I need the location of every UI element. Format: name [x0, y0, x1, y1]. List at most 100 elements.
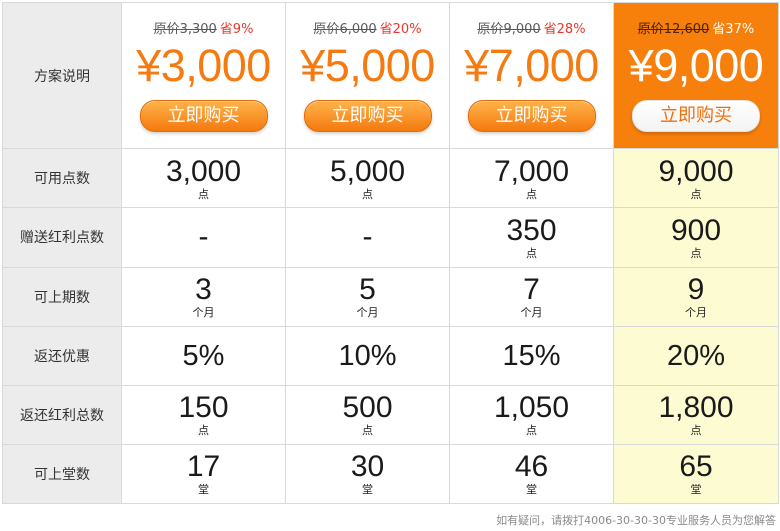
original-price-line: 原价6,000 省20% [286, 22, 449, 38]
table-cell: 150 点 [121, 384, 286, 445]
pricing-table: 方案说明 原价3,300 省9% ¥3,000 立即购买 原价6,000 省20% ¥5,0… [2, 1, 779, 505]
cell-unit: 堂 [198, 483, 209, 497]
table-cell: 500 点 [285, 384, 450, 445]
original-price-value: 6,000 [339, 21, 377, 37]
table-cell: 15% [449, 325, 614, 386]
cell-value: 30 [350, 450, 385, 484]
cell-unit: 点 [198, 187, 209, 201]
plan-price: ¥7,000 [464, 39, 599, 91]
cell-value: 15% [502, 339, 561, 372]
cell-value: 17 [186, 450, 221, 484]
table-cell: 1,800 点 [613, 384, 779, 445]
cell-value: 10% [338, 339, 397, 372]
row-label: 可上期数 [2, 266, 122, 327]
cell-value: 5,000 [329, 154, 406, 188]
table-cell: 3 个月 [121, 266, 286, 327]
cell-unit: 点 [690, 424, 702, 438]
cell-unit: 点 [526, 424, 537, 438]
cell-value: 5 [359, 273, 376, 307]
cell-value: 1,050 [493, 391, 570, 425]
row-label: 返还红利总数 [2, 384, 122, 445]
table-cell: 30 堂 [285, 443, 450, 505]
cell-value: 500 [342, 391, 393, 425]
cell-unit: 点 [526, 246, 537, 260]
footer-note: 如有疑问，请拨打4006-30-30-30专业服务人员为您解答 [496, 514, 776, 527]
table-cell: 1,050 点 [449, 384, 614, 445]
table-cell: 350 点 [449, 207, 614, 268]
original-price-line: 原价9,000 省28% [450, 22, 613, 38]
row-label: 可上堂数 [2, 443, 122, 505]
cell-value: 7 [523, 273, 540, 307]
buy-now-button[interactable]: 立即购买 [303, 99, 432, 132]
table-cell: 5,000 点 [285, 148, 450, 209]
original-price: 原价3,300 [154, 22, 217, 37]
feature-row: 可上堂数 17 堂 30 堂 46 堂 65 堂 [2, 443, 779, 505]
cell-value: 3 [195, 273, 212, 307]
cell-unit: 点 [362, 424, 373, 438]
feature-row: 赠送红利点数 - -350 点 900 点 [2, 207, 779, 268]
table-cell: 10% [285, 325, 450, 386]
table-cell: 7,000 点 [449, 148, 614, 209]
plan-price: ¥5,000 [300, 39, 435, 91]
cell-unit: 个月 [685, 306, 707, 320]
original-price-line: 原价12,600 省37% [614, 22, 778, 38]
plan-header-1: 原价3,300 省9% ¥3,000 立即购买 [121, 1, 286, 150]
buy-now-button[interactable]: 立即购买 [139, 99, 268, 132]
plan-price: ¥3,000 [136, 39, 271, 91]
cell-value: - [362, 220, 373, 254]
plan-header-2: 原价6,000 省20% ¥5,000 立即购买 [285, 1, 450, 150]
table-cell: 17 堂 [121, 443, 286, 505]
plan-header-row: 方案说明 原价3,300 省9% ¥3,000 立即购买 原价6,000 省20% ¥5,0… [2, 1, 779, 150]
row-label: 赠送红利点数 [2, 207, 122, 268]
original-price-line: 原价3,300 省9% [122, 22, 285, 38]
table-cell: 5% [121, 325, 286, 386]
cell-unit: 个月 [356, 306, 379, 320]
original-price-value: 3,300 [179, 21, 217, 37]
table-cell: 20% [613, 325, 779, 386]
original-price-label: 原价 [153, 21, 180, 37]
plan-price: ¥9,000 [628, 39, 764, 91]
plan-header-4: 原价12,600 省37% ¥9,000 立即购买 [613, 1, 779, 150]
table-cell: 900 点 [613, 207, 779, 268]
cell-value: 7,000 [493, 154, 570, 188]
cell-value: 46 [514, 450, 549, 484]
table-cell: 46 堂 [449, 443, 614, 505]
table-cell: - [121, 207, 286, 268]
plan-header-3: 原价9,000 省28% ¥7,000 立即购买 [449, 1, 614, 150]
cell-unit: 个月 [192, 306, 215, 320]
cell-value: 9 [687, 273, 705, 307]
buy-now-button[interactable]: 立即购买 [632, 99, 760, 132]
cell-value: 9,000 [658, 154, 734, 188]
cell-value: 150 [178, 391, 229, 425]
feature-row: 返还红利总数 150 点 500 点 1,050 点 1,800 点 [2, 384, 779, 445]
buy-now-button[interactable]: 立即购买 [467, 99, 596, 132]
cell-unit: 堂 [362, 483, 373, 497]
original-price-label: 原价 [313, 21, 340, 37]
original-price-value: 12,600 [663, 21, 710, 37]
cell-unit: 堂 [690, 483, 702, 497]
cell-unit: 点 [690, 187, 702, 201]
discount-badge: 省20% [379, 21, 422, 37]
cell-unit: 点 [198, 424, 209, 438]
cell-unit: 堂 [526, 483, 537, 497]
header-label: 方案说明 [2, 1, 122, 150]
cell-unit: 个月 [520, 306, 543, 320]
feature-row: 返还优惠 5% 10% 15% 20% [2, 325, 779, 386]
original-price-value: 9,000 [503, 21, 541, 37]
cell-value: 65 [679, 450, 713, 484]
original-price: 原价12,600 [638, 22, 710, 37]
cell-value: 5% [182, 339, 225, 372]
cell-unit: 点 [362, 187, 373, 201]
original-price-label: 原价 [637, 21, 664, 37]
table-cell: 7 个月 [449, 266, 614, 327]
cell-unit: 点 [690, 246, 702, 260]
table-cell: 3,000 点 [121, 148, 286, 209]
cell-value: 1,800 [658, 391, 734, 425]
cell-value: 350 [506, 213, 557, 247]
cell-value: - [198, 220, 209, 254]
discount-badge: 省9% [219, 21, 254, 37]
feature-row: 可上期数 3 个月 5 个月 7 个月 9 个月 [2, 266, 779, 327]
cell-value: 900 [670, 213, 722, 247]
table-cell: 9 个月 [613, 266, 779, 327]
